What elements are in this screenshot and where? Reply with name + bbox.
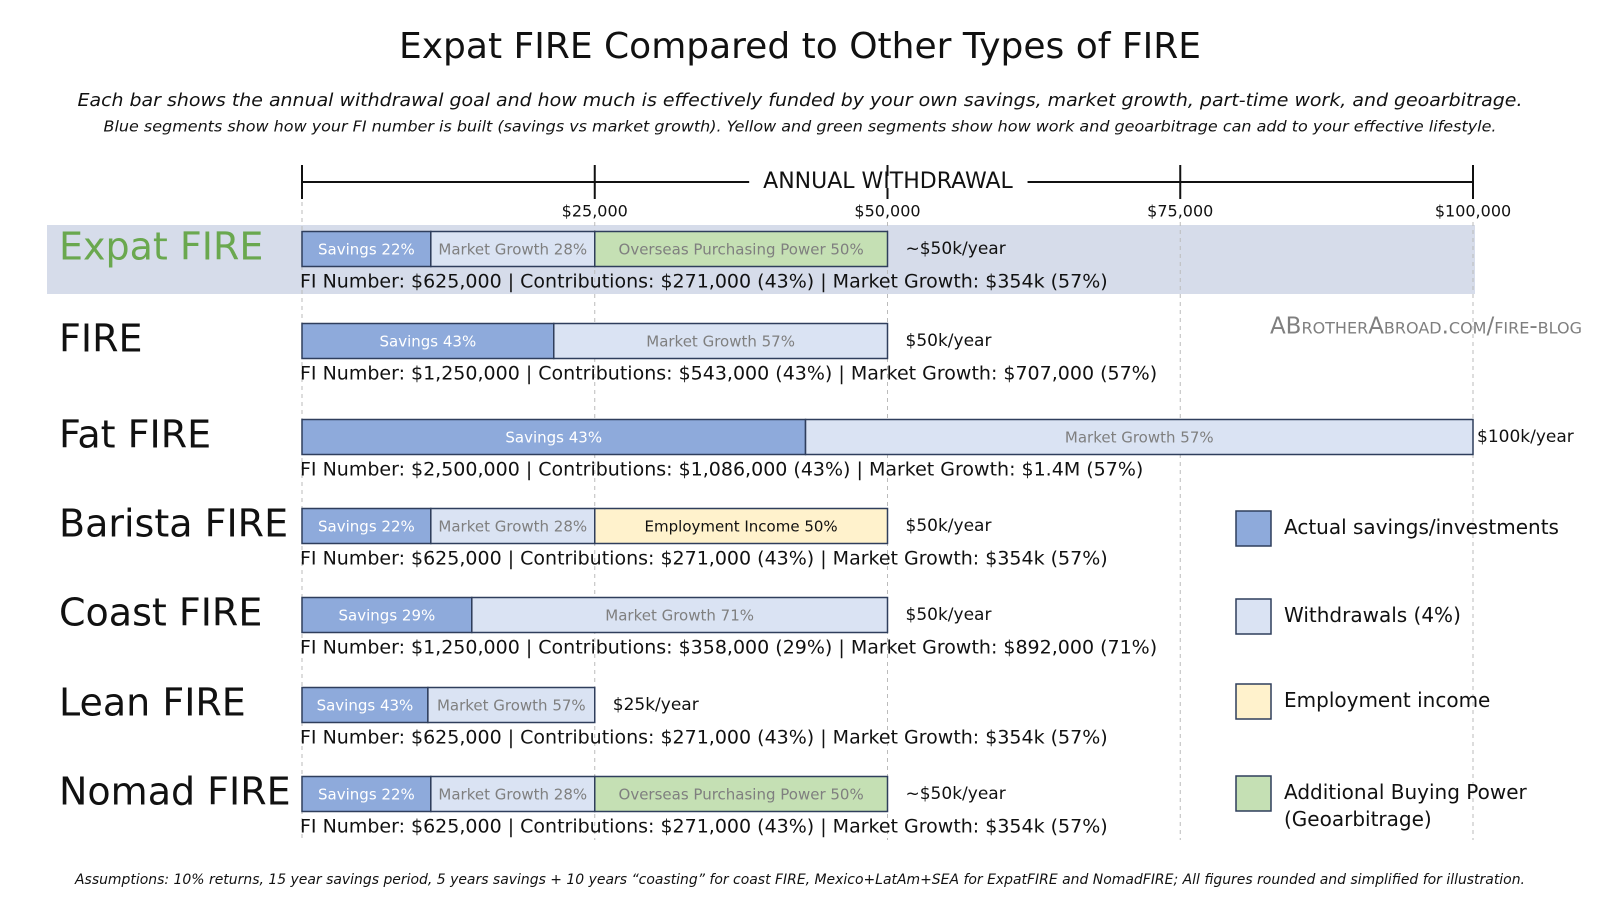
footnote: Assumptions: 10% returns, 15 year saving… xyxy=(74,872,1525,888)
bar-segment xyxy=(430,775,596,813)
legend-entry-box: Actual savings/investments xyxy=(1284,515,1559,539)
segment-label: Market Growth 57% xyxy=(646,333,795,351)
bar-segment xyxy=(301,322,555,360)
segment-label: Savings 22% xyxy=(318,241,415,259)
legend-swatch xyxy=(1235,775,1272,812)
fi-note: FI Number: $1,250,000 | Contributions: $… xyxy=(300,363,1157,385)
category-label: Expat FIRE xyxy=(59,225,263,269)
segment-label: Employment Income 50% xyxy=(645,518,838,536)
segment-label: Market Growth 71% xyxy=(605,607,754,625)
bar-segment xyxy=(594,507,889,545)
bar-segment xyxy=(553,322,889,360)
end-label: $100k/year xyxy=(1477,427,1574,447)
bar-segment xyxy=(301,230,432,268)
x-tick-label: $100,000 xyxy=(1435,202,1511,221)
chart-subtitle: Each bar shows the annual withdrawal goa… xyxy=(78,90,1523,111)
end-label: $50k/year xyxy=(906,516,992,536)
legend-entry-box: Additional Buying Power (Geoarbitrage) xyxy=(1284,780,1527,831)
chart-title: Expat FIRE Compared to Other Types of FI… xyxy=(399,26,1201,67)
bar-segment xyxy=(301,596,473,634)
bar-segment xyxy=(804,418,1474,456)
segment-label: Savings 43% xyxy=(317,697,414,715)
legend-entry-box: Withdrawals (4%) xyxy=(1284,603,1461,627)
x-tick-label: $50,000 xyxy=(854,202,920,221)
bar-segment xyxy=(430,507,596,545)
end-label: $25k/year xyxy=(613,695,699,715)
segment-label: Savings 29% xyxy=(339,607,436,625)
segment-label: Savings 22% xyxy=(318,518,415,536)
legend-label: Withdrawals (4%) xyxy=(1284,603,1461,627)
category-label: Barista FIRE xyxy=(59,502,288,546)
bar-segment xyxy=(471,596,889,634)
legend-swatch xyxy=(1235,598,1272,635)
bar-segment xyxy=(594,775,889,813)
bar-segment xyxy=(427,686,596,724)
category-label: FIRE xyxy=(59,317,142,361)
fi-note: FI Number: $625,000 | Contributions: $27… xyxy=(300,727,1108,749)
watermark: ABrotherAbroad.com/fire-blog xyxy=(1270,314,1582,340)
segment-label: Market Growth 57% xyxy=(437,697,586,715)
segment-label: Market Growth 28% xyxy=(438,241,587,259)
fi-note: FI Number: $2,500,000 | Contributions: $… xyxy=(300,459,1143,481)
segment-label: Market Growth 28% xyxy=(438,786,587,804)
bar-segment xyxy=(430,230,596,268)
fi-note: FI Number: $625,000 | Contributions: $27… xyxy=(300,548,1108,570)
legend-label: Employment income xyxy=(1284,688,1491,712)
x-axis-label: ANNUAL WITHDRAWAL xyxy=(763,169,1013,194)
fi-note: FI Number: $625,000 | Contributions: $27… xyxy=(300,271,1108,293)
end-label: $50k/year xyxy=(906,605,992,625)
segment-label: Overseas Purchasing Power 50% xyxy=(619,241,864,259)
legend-swatch xyxy=(1235,683,1272,720)
category-label: Coast FIRE xyxy=(59,591,262,635)
x-axis-label-bg xyxy=(749,176,1028,188)
category-label: Nomad FIRE xyxy=(59,770,291,814)
legend-swatch xyxy=(1235,510,1272,547)
category-label: Fat FIRE xyxy=(59,413,211,457)
end-label: ~$50k/year xyxy=(906,239,1006,259)
legend-entry-box: Employment income xyxy=(1284,688,1491,712)
segment-label: Savings 43% xyxy=(380,333,477,351)
x-tick-label: $25,000 xyxy=(562,202,628,221)
end-label: $50k/year xyxy=(906,331,992,351)
legend-label: Additional Buying Power (Geoarbitrage) xyxy=(1284,780,1527,831)
bar-segment xyxy=(594,230,889,268)
end-label: ~$50k/year xyxy=(906,784,1006,804)
fi-note: FI Number: $1,250,000 | Contributions: $… xyxy=(300,637,1157,659)
segment-label: Overseas Purchasing Power 50% xyxy=(619,786,864,804)
segment-label: Market Growth 28% xyxy=(438,518,587,536)
segment-label: Savings 22% xyxy=(318,786,415,804)
segment-label: Market Growth 57% xyxy=(1065,429,1214,447)
category-label: Lean FIRE xyxy=(59,681,246,725)
fi-note: FI Number: $625,000 | Contributions: $27… xyxy=(300,816,1108,838)
legend-label: Actual savings/investments xyxy=(1284,515,1559,539)
chart-subtitle: Blue segments show how your FI number is… xyxy=(104,118,1497,136)
x-tick-label: $75,000 xyxy=(1147,202,1213,221)
segment-label: Savings 43% xyxy=(505,429,602,447)
bar-segment xyxy=(301,507,432,545)
